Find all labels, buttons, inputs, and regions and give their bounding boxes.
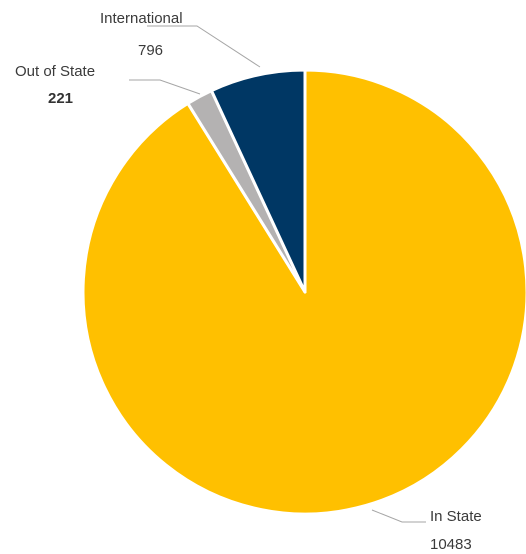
leader-line-in-state <box>371 509 426 523</box>
leader-line-international <box>147 25 261 68</box>
pie-slice-international <box>209 68 307 294</box>
slice-value-out-of-state: 221 <box>48 90 73 107</box>
pie-slices <box>81 68 526 516</box>
slice-label-international: International <box>100 10 183 27</box>
slice-label-out-of-state: Out of State <box>15 63 95 80</box>
slice-value-in-state: 10483 <box>430 536 472 553</box>
slice-value-international: 796 <box>138 42 163 59</box>
leader-line-out-of-state <box>129 79 201 95</box>
data-labels: International 796 Out of State 221 In St… <box>15 10 482 553</box>
slice-label-in-state: In State <box>430 508 482 525</box>
leader-lines <box>129 25 426 523</box>
